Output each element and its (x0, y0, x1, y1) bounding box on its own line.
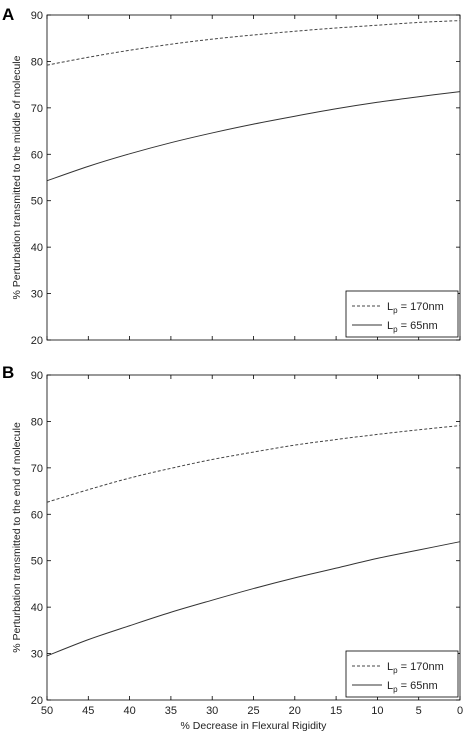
panel-letter: B (2, 363, 14, 382)
x-tick-label: 10 (371, 705, 383, 717)
x-tick-label: 35 (165, 705, 177, 717)
legend-label: Lp = 170nm (387, 301, 444, 315)
y-tick-label: 80 (31, 416, 43, 428)
series-line-lp-65nm (46, 541, 461, 657)
legend-label: Lp = 65nm (387, 680, 438, 694)
x-tick-label: 0 (457, 705, 463, 717)
y-tick-label: 20 (31, 695, 43, 707)
y-tick-label: 60 (31, 509, 43, 521)
y-tick-label: 30 (31, 649, 43, 661)
x-tick-label: 20 (289, 705, 301, 717)
y-tick-label: 90 (31, 10, 43, 22)
y-tick-label: 60 (31, 149, 43, 161)
y-tick-label: 50 (31, 196, 43, 208)
x-axis-label: % Decrease in Flexural Rigidity (181, 720, 328, 732)
y-tick-label: 40 (31, 242, 43, 254)
panel-letter: A (2, 5, 14, 24)
x-tick-label: 5 (416, 705, 422, 717)
y-tick-label: 90 (31, 370, 43, 382)
y-tick-label: 30 (31, 289, 43, 301)
x-tick-label: 40 (123, 705, 135, 717)
y-tick-label: 80 (31, 56, 43, 68)
legend-box (345, 290, 459, 338)
y-tick-label: 50 (31, 556, 43, 568)
x-tick-label: 15 (330, 705, 342, 717)
y-tick-label: 40 (31, 602, 43, 614)
legend-label: Lp = 170nm (387, 661, 444, 675)
x-tick-label: 45 (82, 705, 94, 717)
x-tick-label: 50 (41, 705, 53, 717)
series-line-lp-170nm (46, 20, 461, 66)
legend-label: Lp = 65nm (387, 320, 438, 334)
y-tick-label: 70 (31, 103, 43, 115)
panel-a: A 20 30 40 50 60 70 80 90 % Perturbation transmit… (2, 5, 461, 347)
y-tick-label: 20 (31, 335, 43, 347)
series-line-lp-65nm (46, 91, 461, 182)
x-tick-label: 30 (206, 705, 218, 717)
y-axis-label: % Perturbation transmitted to the end of… (11, 422, 23, 653)
x-tick-label: 25 (247, 705, 259, 717)
legend-box (345, 650, 459, 698)
series-line-lp-170nm (46, 425, 461, 503)
y-axis-label: % Perturbation transmitted to the middle… (11, 55, 23, 299)
y-tick-label: 70 (31, 463, 43, 475)
